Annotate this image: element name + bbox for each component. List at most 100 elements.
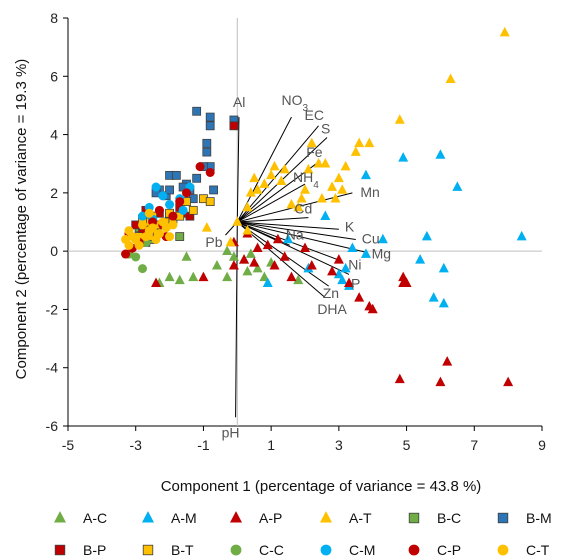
data-point	[151, 182, 161, 192]
data-point	[262, 277, 273, 287]
legend-marker-triangle	[230, 511, 242, 523]
data-point	[205, 197, 215, 207]
legend-label: C-P	[437, 542, 461, 558]
loading-label-cd: Cd	[294, 201, 312, 217]
y-tick-label: 2	[50, 185, 58, 201]
loading-label-nh4: NH4	[293, 169, 319, 191]
data-point	[300, 184, 310, 194]
legend-label: A-P	[259, 510, 282, 526]
loading-vector	[237, 221, 356, 240]
loading-label-no3: NO3	[281, 92, 308, 114]
loading-vector	[237, 221, 339, 230]
data-point	[225, 236, 236, 247]
legend-marker-circle	[497, 544, 509, 556]
loading-vector	[237, 221, 368, 254]
legend-item-b-p: B-P	[54, 542, 106, 558]
x-tick-label: 1	[267, 437, 275, 453]
data-point	[262, 239, 273, 250]
legend-marker-square	[54, 544, 66, 556]
loading-label-pb: Pb	[205, 234, 222, 250]
data-point	[350, 146, 361, 156]
series-a-m	[262, 149, 527, 308]
x-tick-label: -1	[197, 437, 210, 453]
y-tick-label: -4	[46, 360, 59, 376]
loading-vector	[237, 183, 306, 223]
data-point	[516, 230, 527, 241]
loading-label-s: S	[321, 120, 330, 136]
data-point	[175, 197, 185, 207]
data-point	[202, 138, 212, 148]
data-point	[228, 260, 239, 270]
data-point	[154, 205, 164, 215]
data-point	[239, 254, 250, 264]
data-point	[401, 277, 412, 287]
legend-item-b-m: B-M	[497, 510, 552, 526]
data-point	[198, 271, 209, 282]
y-tick-label: 8	[50, 10, 58, 26]
data-point	[337, 184, 348, 194]
legend-label: A-M	[171, 510, 197, 526]
data-point	[438, 262, 449, 273]
x-tick-label: -3	[129, 437, 142, 453]
x-tick-label: 9	[538, 437, 546, 453]
data-point	[137, 220, 147, 230]
data-point	[340, 262, 351, 273]
data-point	[168, 220, 178, 230]
data-point	[174, 274, 185, 285]
data-point	[205, 167, 215, 177]
x-tick-label: -5	[62, 437, 75, 453]
data-point	[131, 252, 141, 262]
data-point	[205, 121, 215, 131]
data-point	[286, 271, 297, 282]
data-point	[252, 242, 263, 253]
data-point	[296, 192, 307, 203]
legend-marker-square	[497, 512, 509, 524]
data-point	[344, 277, 355, 287]
data-point	[259, 178, 270, 188]
data-point	[148, 223, 158, 233]
data-point	[300, 242, 310, 253]
data-point	[354, 292, 365, 302]
data-point	[195, 162, 205, 172]
legend-label: C-C	[259, 542, 284, 558]
x-tick-label: 3	[335, 437, 343, 453]
loading-label-al: Al	[233, 94, 245, 110]
y-tick-label: 0	[50, 243, 58, 259]
data-point	[333, 172, 344, 183]
y-axis-title: Component 2 (percentage of variance = 19…	[13, 59, 30, 380]
data-point	[178, 205, 188, 215]
data-point	[327, 265, 338, 276]
data-point	[151, 277, 162, 287]
x-tick-label: 7	[470, 437, 478, 453]
data-point	[201, 222, 212, 232]
legend-label: B-C	[437, 510, 461, 526]
series-a-c	[154, 245, 304, 287]
y-tick-label: 6	[50, 68, 58, 84]
data-point	[293, 201, 304, 212]
data-point	[394, 373, 405, 384]
data-point	[181, 251, 192, 261]
data-point	[283, 233, 294, 244]
legend-marker-triangle	[54, 511, 66, 523]
data-point	[435, 376, 446, 387]
data-point	[272, 233, 283, 244]
data-point	[394, 114, 405, 124]
data-point	[442, 356, 453, 366]
data-point	[222, 245, 233, 255]
data-point	[360, 248, 371, 258]
data-point	[415, 254, 426, 264]
x-axis-title: Component 1 (percentage of variance = 43…	[161, 478, 482, 495]
data-point	[503, 376, 514, 387]
loading-label-mg: Mg	[372, 246, 391, 262]
data-point	[340, 160, 351, 171]
data-point	[259, 271, 270, 282]
data-point	[228, 251, 239, 261]
data-point	[175, 232, 185, 241]
legend-marker-circle	[230, 544, 242, 556]
data-point	[205, 112, 215, 122]
data-point	[303, 163, 314, 174]
loading-label-ph: pH	[222, 424, 240, 440]
series-a-t	[201, 26, 510, 247]
data-point	[121, 249, 131, 259]
data-point	[364, 137, 375, 148]
